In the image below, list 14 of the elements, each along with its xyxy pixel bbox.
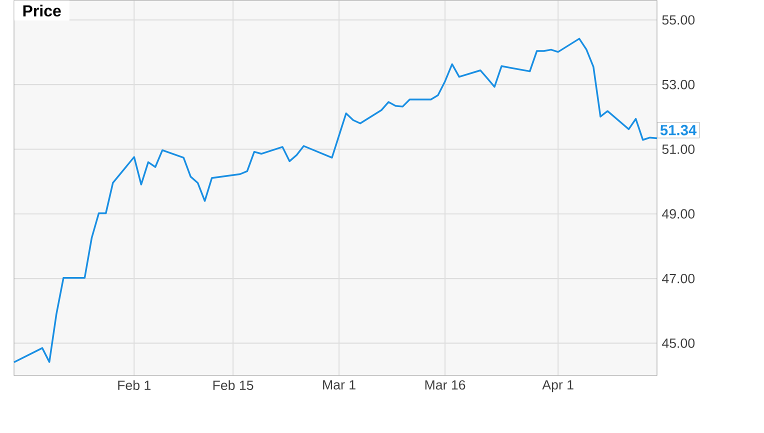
y-tick-label: 53.00 bbox=[662, 80, 695, 90]
y-tick-label: 49.00 bbox=[662, 209, 695, 219]
annotation: 51.34 bbox=[660, 125, 697, 136]
chart-title: Price bbox=[23, 5, 61, 17]
x-tick-label: Apr 1 bbox=[542, 380, 574, 392]
x-tick-label: Mar 16 bbox=[425, 380, 466, 390]
y-tick-label: 45.00 bbox=[662, 338, 695, 348]
x-tick-label: Feb 1 bbox=[118, 380, 151, 390]
y-tick-label: 51.00 bbox=[662, 144, 695, 154]
x-tick-label: Feb 15 bbox=[213, 380, 254, 390]
x-tick-label: Mar 1 bbox=[323, 380, 356, 390]
line-series bbox=[13, 38, 658, 364]
y-tick-label: 47.00 bbox=[662, 274, 695, 284]
y-tick-label: 55.00 bbox=[662, 15, 695, 25]
